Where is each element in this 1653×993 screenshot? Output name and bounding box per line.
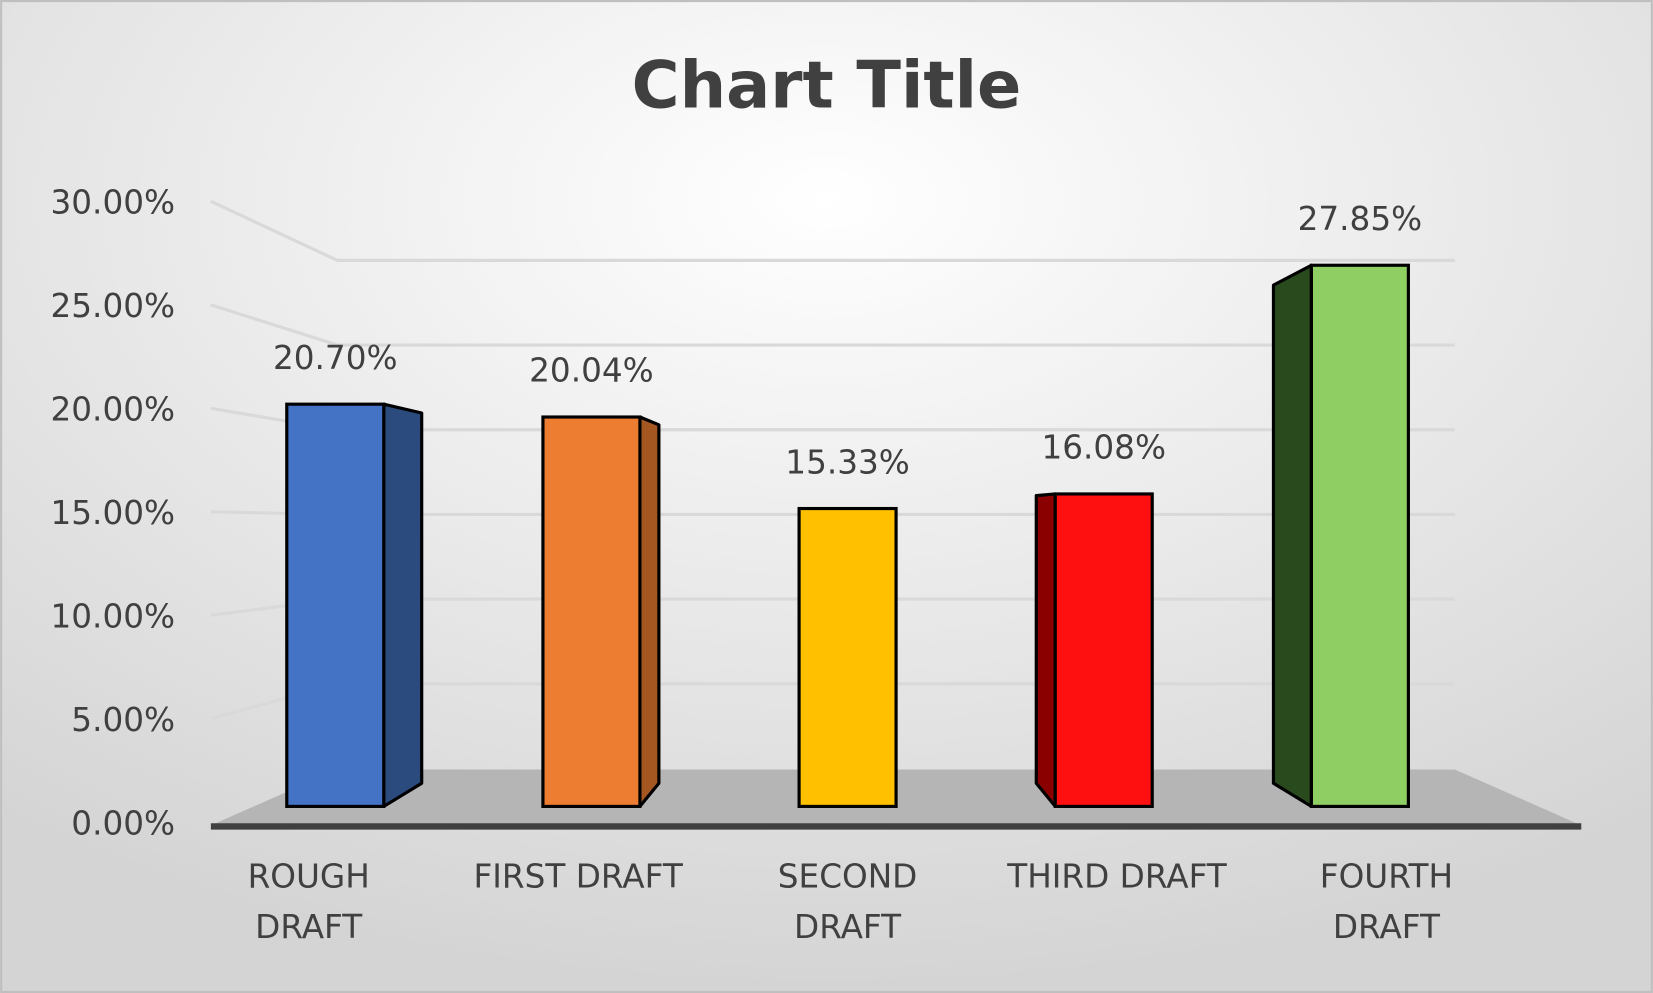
- x-tick-label-box: ROUGH DRAFT: [247, 858, 370, 947]
- bar-side: [1271, 263, 1313, 808]
- data-label: 20.70%: [273, 339, 398, 377]
- bar: [285, 402, 386, 808]
- x-tick-label: SECOND DRAFT: [777, 858, 918, 947]
- bar: [1309, 263, 1410, 808]
- x-tick-label-box: THIRD DRAFT: [1007, 858, 1227, 897]
- x-tick-label: FOURTH DRAFT: [1319, 858, 1454, 947]
- x-tick-label: ROUGH DRAFT: [247, 858, 370, 947]
- y-tick-label: 10.00%: [51, 597, 176, 635]
- bar: [541, 415, 642, 808]
- grid-line: [210, 303, 1455, 347]
- x-tick-label-box: SECOND DRAFT: [777, 858, 918, 947]
- x-tick-label: THIRD DRAFT: [1007, 858, 1227, 897]
- data-label: 20.04%: [529, 352, 654, 390]
- y-tick-label: 15.00%: [51, 494, 176, 532]
- bar: [1053, 492, 1154, 808]
- y-tick-label: 30.00%: [51, 184, 176, 222]
- y-tick-label: 0.00%: [71, 804, 175, 842]
- bar-side: [382, 402, 424, 808]
- y-tick-label: 25.00%: [51, 287, 176, 325]
- x-tick-label-box: FIRST DRAFT: [473, 858, 683, 897]
- data-label: 27.85%: [1298, 200, 1423, 238]
- y-tick-label: 20.00%: [51, 390, 176, 428]
- bar: [797, 506, 898, 808]
- x-tick-label-box: FOURTH DRAFT: [1319, 858, 1454, 947]
- data-label: 16.08%: [1041, 429, 1166, 467]
- data-label: 15.33%: [785, 443, 910, 481]
- x-tick-label: FIRST DRAFT: [473, 858, 683, 897]
- grid-line: [210, 199, 1455, 262]
- y-tick-label: 5.00%: [71, 701, 175, 739]
- chart-title: Chart Title: [632, 48, 1022, 124]
- bar-side: [638, 415, 661, 808]
- bar-side: [1034, 492, 1057, 808]
